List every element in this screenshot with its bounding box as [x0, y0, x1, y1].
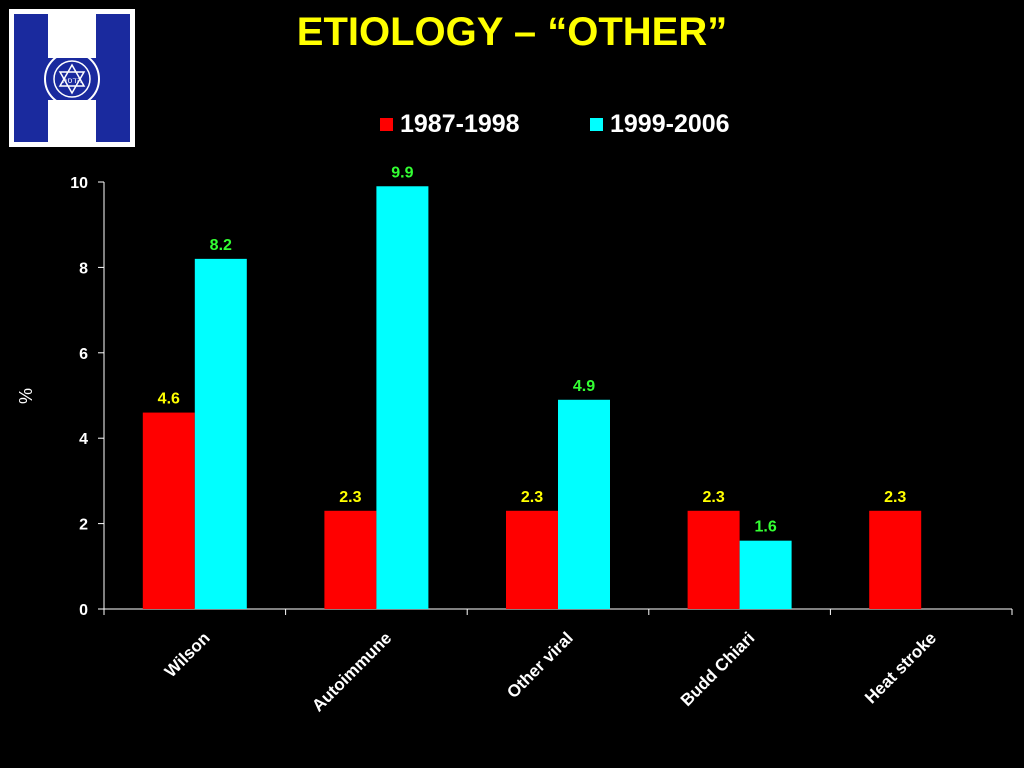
data-label: 8.2: [210, 237, 232, 254]
y-axis-title: %: [16, 388, 36, 404]
data-label: 2.3: [521, 489, 543, 506]
data-label: 2.3: [884, 489, 906, 506]
data-label: 2.3: [339, 489, 361, 506]
bar-1: [687, 510, 740, 609]
x-tick-label: Wilson: [161, 628, 214, 681]
data-label: 9.9: [391, 164, 413, 181]
y-tick-label: 8: [79, 260, 88, 277]
y-tick-label: 6: [79, 346, 88, 363]
data-label: 2.3: [702, 489, 724, 506]
data-label: 4.9: [573, 378, 595, 395]
hospital-logo-icon: הדסה: [9, 9, 135, 147]
bar-2: [194, 258, 247, 609]
x-tick-label: Autoimmune: [308, 628, 395, 715]
bar-2: [376, 186, 429, 609]
bar-1: [506, 510, 558, 609]
legend-label-series-2: 1999-2006: [610, 110, 730, 138]
x-tick-label: Budd Chiari: [677, 628, 759, 710]
bar-2: [558, 399, 610, 609]
data-label: 4.6: [158, 391, 180, 408]
x-tick-label: Heat stroke: [861, 628, 940, 707]
bar-1: [142, 412, 195, 609]
legend-label-series-1: 1987-1998: [400, 110, 520, 138]
y-tick-label: 2: [79, 517, 88, 534]
bar-2: [739, 540, 792, 609]
legend-swatch-series-1: [380, 118, 393, 131]
data-label: 1.6: [754, 519, 776, 536]
y-tick-label: 10: [70, 175, 88, 192]
legend-swatch-series-2: [590, 118, 603, 131]
bar-1: [324, 510, 377, 609]
y-tick-label: 4: [79, 431, 88, 448]
y-tick-label: 0: [79, 602, 88, 619]
x-tick-label: Other viral: [503, 628, 577, 702]
chart-title: ETIOLOGY – “OTHER”: [296, 10, 728, 54]
logo-text: הדסה: [62, 76, 82, 85]
bar-1: [869, 510, 922, 609]
